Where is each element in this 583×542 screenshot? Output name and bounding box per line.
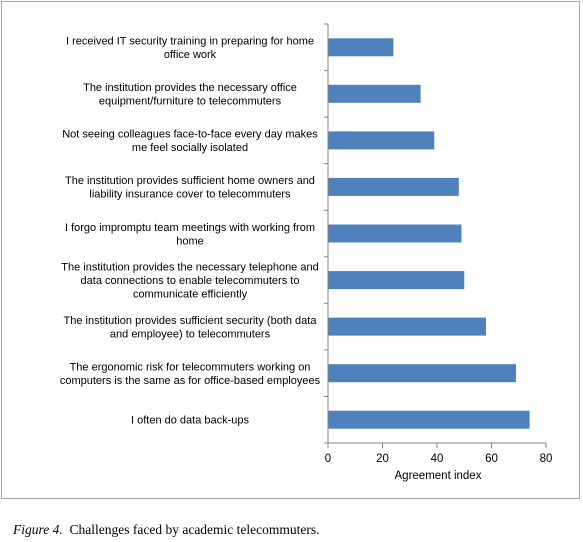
category-label-2: The institution provides the necessary o… (83, 82, 297, 108)
x-tick-label: 0 (325, 453, 331, 465)
x-tick-label: 20 (376, 453, 389, 465)
category-label-line: The institution provides the necessary o… (83, 82, 297, 94)
x-tick-label: 40 (431, 453, 444, 465)
bar-1 (328, 38, 394, 57)
chart-frame: I received IT security training in prepa… (1, 1, 580, 499)
category-label-7: The institution provides sufficient secu… (64, 315, 318, 341)
x-tick-label: 60 (485, 453, 498, 465)
category-label-9: I often do data back-ups (131, 415, 250, 427)
category-label-line: computers is the same as for office-base… (60, 375, 321, 387)
category-label-line: equipment/furniture to telecommuters (99, 96, 282, 108)
bar-4 (328, 177, 459, 196)
x-tick-label: 80 (540, 453, 553, 465)
bar-chart: I received IT security training in prepa… (60, 23, 553, 482)
bar-6 (328, 271, 465, 290)
category-label-line: Not seeing colleagues face-to-face every… (62, 129, 318, 141)
category-label-line: and employee) to telecommuters (110, 328, 271, 340)
category-label-line: The institution provides sufficient secu… (64, 315, 318, 327)
category-label-line: data connections to enable telecommuters… (81, 275, 300, 287)
category-label-line: I received IT security training in prepa… (66, 36, 314, 48)
category-label-line: communicate efficiently (133, 289, 248, 301)
category-label-4: The institution provides sufficient home… (65, 175, 315, 201)
x-axis-title: Agreement index (395, 470, 482, 482)
category-label-line: I forgo impromptu team meetings with wor… (65, 222, 315, 234)
bar-7 (328, 317, 486, 336)
caption-text: Challenges faced by academic telecommute… (69, 522, 320, 537)
category-label-line: office work (164, 49, 217, 61)
category-label-line: The institution provides sufficient home… (65, 175, 315, 187)
category-label-3: Not seeing colleagues face-to-face every… (62, 129, 318, 155)
category-label-5: I forgo impromptu team meetings with wor… (65, 222, 315, 248)
category-label-1: I received IT security training in prepa… (66, 36, 314, 62)
category-label-8: The ergonomic risk for telecommuters wor… (60, 361, 321, 387)
category-label-line: The ergonomic risk for telecommuters wor… (70, 361, 311, 373)
bar-8 (328, 364, 516, 383)
figure-label: Figure 4. (13, 522, 63, 537)
category-label-line: home (176, 235, 204, 247)
category-label-line: me feel socially isolated (132, 142, 248, 154)
category-label-line: I often do data back-ups (131, 415, 250, 427)
category-label-6: The institution provides the necessary t… (61, 262, 318, 301)
bar-9 (328, 410, 530, 429)
category-label-line: liability insurance cover to telecommute… (89, 189, 291, 201)
bar-5 (328, 224, 462, 243)
category-label-line: The institution provides the necessary t… (61, 262, 318, 274)
figure-caption: Figure 4. Challenges faced by academic t… (13, 522, 320, 538)
bar-3 (328, 131, 435, 150)
bar-2 (328, 84, 421, 103)
